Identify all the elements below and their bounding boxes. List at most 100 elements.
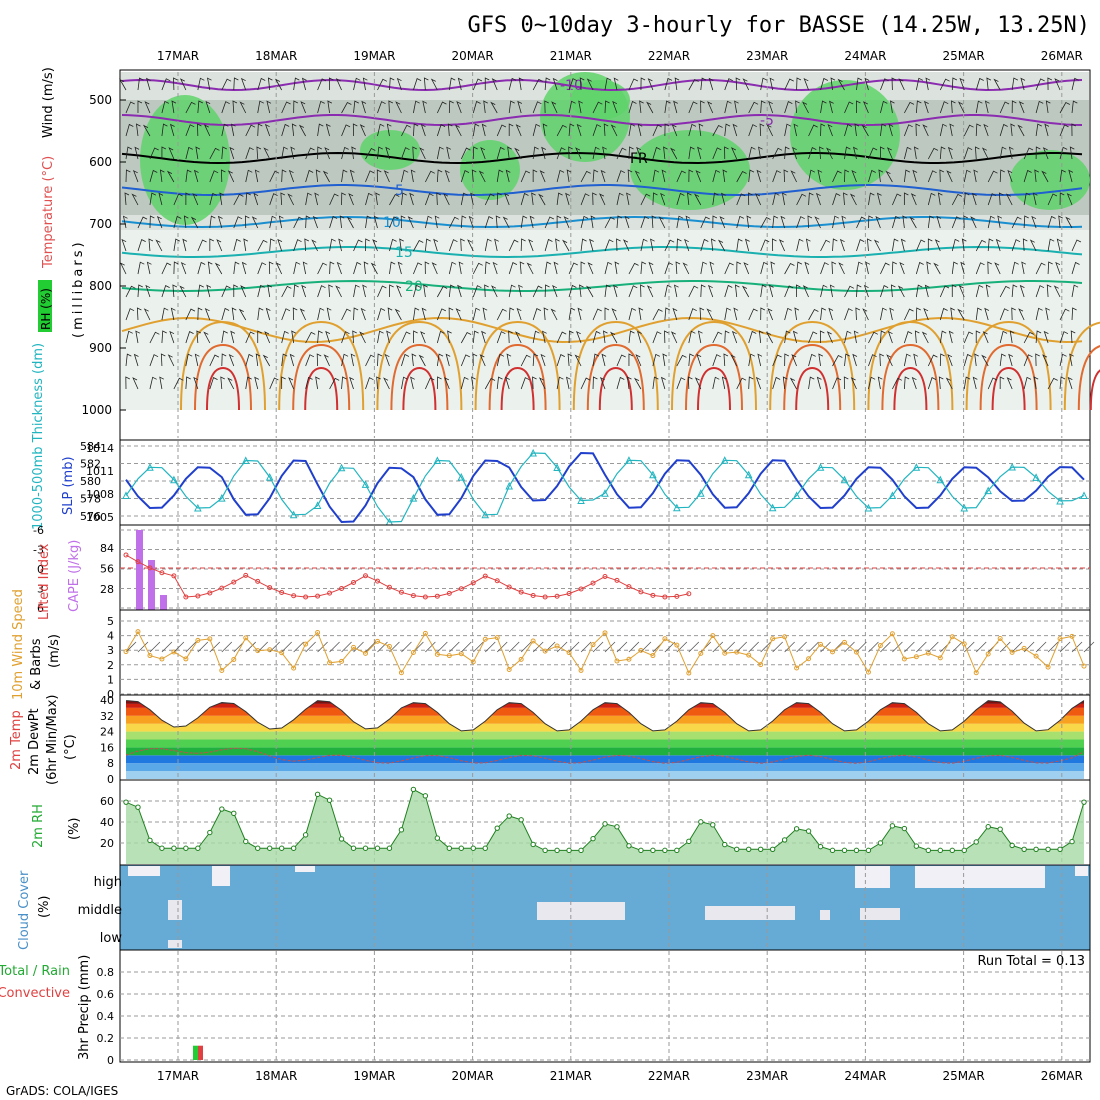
- wind-barb: [748, 101, 759, 114]
- wind-barb: [420, 123, 426, 137]
- wind-barb: [538, 377, 546, 390]
- wind-barb: [903, 353, 911, 367]
- wind-barb: [413, 123, 419, 137]
- wind-barb: [586, 78, 594, 91]
- wind-barb: [542, 330, 547, 344]
- wind-barb: [352, 330, 357, 344]
- wind-barb: [1035, 123, 1042, 137]
- rh-point: [638, 847, 644, 854]
- wind-barb: [868, 641, 879, 653]
- wind-barb: [803, 77, 809, 91]
- contour-label: 15: [395, 245, 413, 261]
- wind-barb: [471, 169, 477, 183]
- wind-barb: [472, 307, 481, 321]
- wind-barb: [254, 376, 260, 390]
- wind-barb: [748, 376, 754, 390]
- wind-barb: [287, 193, 295, 206]
- wind-barb: [1069, 353, 1074, 367]
- wind-barb: [460, 170, 470, 183]
- rh-point: [398, 827, 405, 833]
- lifted-point: [374, 578, 380, 584]
- wind-barb: [945, 377, 953, 390]
- wind-point: [303, 641, 309, 647]
- wind-barb: [616, 641, 628, 653]
- wind-point: [698, 650, 704, 656]
- wind-barb: [628, 262, 639, 275]
- wind-barb: [721, 192, 726, 206]
- rh-point: [602, 821, 608, 827]
- wind-barb: [277, 238, 283, 252]
- wind-barb: [927, 238, 933, 251]
- wind-barb: [209, 215, 216, 229]
- wind-barb: [892, 261, 897, 275]
- wind-barb: [604, 216, 615, 229]
- wind-barb: [281, 285, 292, 298]
- wind-barb: [717, 239, 726, 252]
- wind-barb: [592, 192, 597, 206]
- wind-barb: [853, 330, 859, 344]
- wind-barb: [365, 238, 370, 252]
- wind-barb: [880, 262, 890, 275]
- wind-barb: [359, 331, 366, 344]
- rh-tick-label: 40: [100, 816, 114, 829]
- wind-barb: [623, 239, 630, 252]
- precip-panel-frame: [119, 949, 1091, 1063]
- wind-barb: [185, 192, 191, 205]
- wind-barb: [819, 330, 825, 344]
- wind-barb: [832, 170, 842, 183]
- wind-barb: [1046, 284, 1052, 298]
- wind-barb: [730, 354, 738, 367]
- wind-barb: [137, 77, 144, 91]
- wind-barb: [255, 353, 261, 367]
- wind-barb: [228, 353, 235, 367]
- wind-barb: [826, 331, 833, 344]
- wind-barb: [220, 376, 225, 390]
- wind-barb: [604, 100, 610, 114]
- wind-barb: [197, 239, 207, 252]
- wind-barb: [401, 641, 412, 653]
- wind-point: [590, 642, 596, 648]
- wind-barb: [1059, 101, 1071, 114]
- wind-barb: [448, 307, 454, 321]
- wind-barb: [820, 262, 829, 275]
- wind-barb: [974, 353, 979, 367]
- wind-barb: [820, 100, 827, 114]
- wind-barb: [673, 100, 678, 114]
- warm-contour: [206, 366, 240, 411]
- wind-barb: [898, 78, 905, 91]
- wind-barb: [195, 146, 201, 160]
- wind-barb: [433, 238, 439, 252]
- thickness-tick-label: 584: [80, 440, 101, 453]
- date-label-bottom: 24MAR: [844, 1069, 886, 1083]
- wind-barb: [418, 354, 426, 367]
- wind-barb: [448, 239, 458, 252]
- wind-barb: [915, 284, 923, 298]
- wind-barb: [353, 641, 364, 653]
- wind-barb: [628, 285, 638, 298]
- wind-barb: [317, 146, 322, 160]
- wind-barb: [805, 238, 811, 252]
- wind-barb: [602, 146, 607, 160]
- warm-contour: [893, 366, 928, 411]
- rh-point: [350, 845, 357, 851]
- wind-barb: [389, 216, 399, 229]
- wind-barb: [640, 77, 646, 91]
- lifted-point: [578, 586, 584, 592]
- wind-barb: [832, 215, 840, 229]
- wind-barb: [544, 216, 555, 229]
- wind-barb: [1035, 307, 1043, 321]
- pressure-panel-frame: [119, 439, 1091, 526]
- wind-barb: [386, 123, 392, 137]
- precip-tick-label: 0.4: [97, 1010, 115, 1023]
- wind-barb: [838, 262, 845, 275]
- date-label-bottom: 26MAR: [1041, 1069, 1083, 1083]
- wind-barb: [505, 169, 511, 183]
- wind-barb: [425, 377, 435, 390]
- wind-barb: [346, 216, 354, 229]
- wind-barb: [844, 101, 854, 114]
- wind-barb: [460, 238, 465, 252]
- wind-barb: [264, 123, 271, 137]
- rh-swatch: [38, 280, 52, 332]
- rh-point: [542, 847, 548, 854]
